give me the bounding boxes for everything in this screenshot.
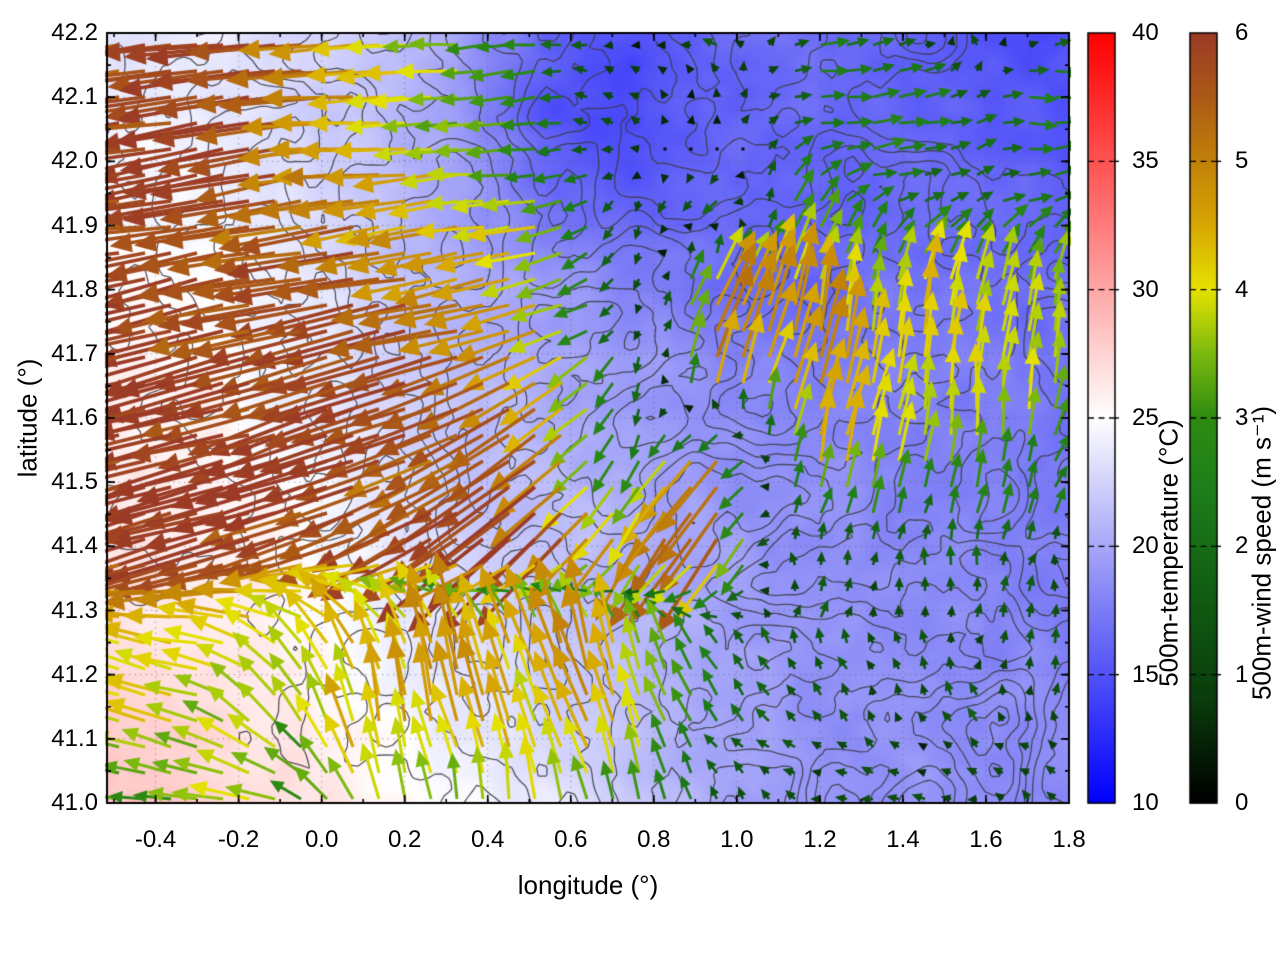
wind-speed-colorbar-tick-label: 4	[1235, 275, 1249, 303]
wind-speed-colorbar-tick-label: 2	[1235, 532, 1249, 560]
x-tick-label: 1.4	[886, 826, 920, 853]
wind-speed-colorbar-title: 500m-wind speed (m s⁻¹)	[1246, 405, 1277, 701]
x-tick-label: 0.4	[471, 826, 505, 853]
temperature-colorbar-tick-label: 35	[1132, 147, 1159, 175]
y-tick-label: 41.8	[51, 275, 98, 303]
x-tick-label: 1.0	[720, 826, 754, 853]
y-tick-label: 41.0	[51, 789, 98, 816]
x-tick-label: 0.0	[304, 826, 339, 853]
x-tick-label: 0.6	[554, 826, 588, 853]
y-tick-label: 41.9	[51, 211, 98, 239]
temperature-colorbar-tick-label: 15	[1132, 660, 1159, 688]
wind-speed-colorbar-tick-label: 1	[1235, 660, 1249, 688]
x-tick-label: -0.4	[134, 826, 177, 853]
y-tick-label: 42.2	[51, 19, 98, 46]
x-tick-label: 1.6	[969, 826, 1003, 853]
y-tick-label: 41.3	[51, 596, 98, 624]
x-tick-label: 0.2	[388, 826, 422, 853]
wind-speed-colorbar-tick-label: 5	[1235, 147, 1249, 175]
temperature-colorbar-tick-label: 40	[1132, 19, 1159, 46]
y-tick-label: 41.1	[51, 724, 98, 752]
y-tick-label: 41.5	[51, 468, 98, 496]
y-tick-label: 41.7	[51, 339, 98, 367]
wind-speed-colorbar-tick-label: 0	[1235, 789, 1249, 816]
y-tick-label: 41.6	[51, 404, 98, 431]
temperature-colorbar-tick-label: 10	[1132, 789, 1159, 816]
x-axis-label: longitude (°)	[517, 870, 659, 900]
wind-speed-colorbar-tick-label: 6	[1235, 19, 1249, 46]
temperature-colorbar-tick-label: 30	[1132, 275, 1159, 303]
x-tick-label: 1.8	[1052, 826, 1086, 853]
temperature-colorbar-tick-label: 20	[1132, 532, 1159, 560]
wind-speed-colorbar-tick-label: 3	[1235, 404, 1249, 431]
y-tick-label: 41.2	[51, 660, 98, 688]
x-tick-label: 1.2	[803, 826, 837, 853]
y-tick-label: 41.4	[51, 532, 98, 560]
y-tick-label: 42.1	[51, 83, 98, 111]
x-tick-label: -0.2	[217, 826, 260, 853]
temperature-colorbar-tick-label: 25	[1132, 404, 1159, 431]
y-tick-label: 42.0	[51, 147, 98, 175]
x-tick-label: 0.8	[637, 826, 671, 853]
